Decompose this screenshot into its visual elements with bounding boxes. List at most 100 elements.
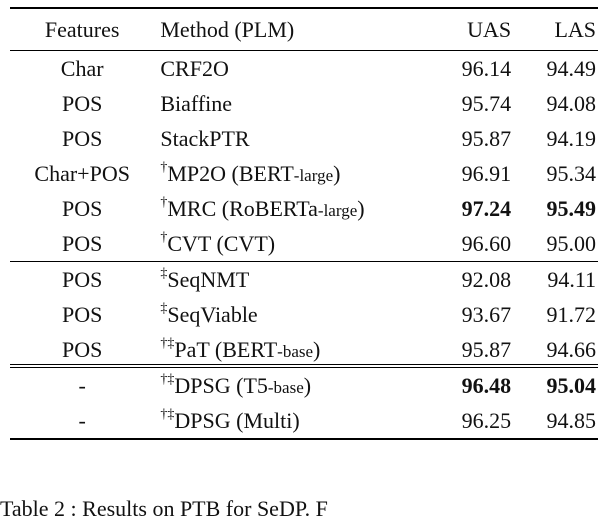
cell-las-value: 94.08 <box>546 90 597 116</box>
method-mark: ‡ <box>160 266 168 282</box>
cell-uas: 96.60 <box>426 226 512 262</box>
method-name: StackPTR <box>160 125 250 151</box>
method-suffix: ) <box>303 372 312 398</box>
cell-uas-value: 95.74 <box>461 90 512 116</box>
cell-las-value: 94.49 <box>546 55 597 81</box>
method-suffix: ) <box>313 336 321 362</box>
cell-las-value: 94.85 <box>546 407 597 433</box>
method-name: PaT (BERT <box>174 336 278 362</box>
method-mark: †‡ <box>160 407 175 423</box>
cell-features: POS <box>62 195 103 221</box>
cell-features: Char <box>10 50 155 86</box>
cell-method: ‡SeqNMT <box>154 261 427 297</box>
cell-uas-value: 92.08 <box>461 266 512 292</box>
table-row: Char CRF2O 96.14 94.49 <box>10 50 598 86</box>
cell-method: †‡DPSG (Multi) <box>154 403 427 440</box>
method-name: DPSG (Multi) <box>174 407 300 433</box>
cell-las: 94.49 <box>511 50 598 86</box>
cell-uas: 93.67 <box>426 297 512 332</box>
cell-uas-value: 93.67 <box>461 301 512 327</box>
cell-features: POS <box>62 125 103 151</box>
cell-las-value: 94.66 <box>546 336 597 362</box>
cell-las: 95.49 <box>511 191 598 226</box>
cell-las-value: 95.34 <box>546 160 597 186</box>
cell-las: 91.72 <box>511 297 598 332</box>
cell-uas-value: 96.14 <box>461 55 512 81</box>
method-mark: † <box>160 195 168 211</box>
method-mark: †‡ <box>160 336 175 352</box>
double-rule <box>10 363 598 365</box>
cell-features: POS <box>62 336 103 362</box>
method-mark: † <box>160 230 168 246</box>
cell-method: †‡PaT (BERT-base) <box>154 332 426 368</box>
cell-uas: 95.87 <box>426 121 512 156</box>
cell-uas: 96.91 <box>426 156 512 191</box>
method-name: SeqViable <box>167 301 258 327</box>
method-mark: ‡ <box>160 301 168 317</box>
method-name: MP2O (BERT <box>167 160 294 186</box>
cell-method: †MRC (RoBERTa-large) <box>154 191 426 226</box>
cell-las: 95.00 <box>511 226 598 262</box>
cell-uas: 96.48 <box>426 367 512 403</box>
cell-features: POS <box>10 261 155 297</box>
method-plm-size: -large <box>293 165 334 185</box>
cell-las: 94.85 <box>511 403 598 440</box>
cell-uas: 96.14 <box>426 50 512 86</box>
cell-features: - <box>10 367 155 403</box>
cell-method: CRF2O <box>154 50 427 86</box>
cell-uas-value: 95.87 <box>461 125 512 151</box>
cell-uas-value: 96.25 <box>461 407 512 433</box>
cell-uas-value: 96.91 <box>461 160 512 186</box>
cell-method: †‡DPSG (T5-base) <box>154 367 427 403</box>
table-row: POS †‡PaT (BERT-base) 95.87 94.66 <box>10 332 598 368</box>
cell-features: POS <box>62 90 103 116</box>
method-name: MRC (RoBERTa <box>167 195 318 221</box>
cell-features: POS <box>62 230 103 256</box>
method-plm-size: -base <box>267 377 304 397</box>
cell-uas: 96.25 <box>426 403 512 440</box>
cell-las-value: 95.04 <box>546 372 597 398</box>
cell-las: 95.04 <box>511 367 598 403</box>
cell-las-value: 95.00 <box>546 230 597 256</box>
cell-las: 94.19 <box>511 121 598 156</box>
cell-las-value: 95.49 <box>546 195 597 221</box>
cell-features: POS <box>62 301 103 327</box>
table-row: POS StackPTR 95.87 94.19 <box>10 121 598 156</box>
cell-uas-value: 96.48 <box>461 372 512 398</box>
table-row: POS ‡SeqViable 93.67 91.72 <box>10 297 598 332</box>
cell-las: 95.34 <box>511 156 598 191</box>
cell-las-value: 94.11 <box>547 266 596 292</box>
method-mark: †‡ <box>160 372 175 388</box>
cell-uas: 95.87 <box>426 332 512 368</box>
header-uas: UAS <box>426 7 512 51</box>
method-suffix: ) <box>357 195 365 221</box>
cell-uas-value: 96.60 <box>461 230 512 256</box>
cell-method: †CVT (CVT) <box>154 226 426 262</box>
header-features: Features <box>10 7 155 51</box>
cell-las-value: 91.72 <box>546 301 597 327</box>
header-method: Method (PLM) <box>154 7 427 51</box>
cell-las: 94.66 <box>511 332 598 368</box>
table-row: POS ‡SeqNMT 92.08 94.11 <box>10 261 598 297</box>
cell-uas: 95.74 <box>426 86 512 121</box>
method-name: CVT (CVT) <box>167 230 276 256</box>
cell-uas-value: 97.24 <box>461 195 512 221</box>
cell-method: ‡SeqViable <box>154 297 426 332</box>
cell-method: Biaffine <box>154 86 426 121</box>
method-name: Biaffine <box>160 90 233 116</box>
table-row: POS †CVT (CVT) 96.60 95.00 <box>10 226 598 262</box>
table-caption: Table 2 : Results on PTB for SeDP. F <box>0 496 328 521</box>
method-plm-size: -base <box>277 341 314 361</box>
method-name: SeqNMT <box>167 266 250 292</box>
cell-uas: 97.24 <box>426 191 512 226</box>
cell-uas: 92.08 <box>426 261 512 297</box>
table-row: POS †MRC (RoBERTa-large) 97.24 95.49 <box>10 191 598 226</box>
method-name: DPSG (T5 <box>174 372 268 398</box>
cell-features: - <box>10 403 155 440</box>
method-suffix: ) <box>333 160 341 186</box>
method-name: CRF2O <box>160 55 229 81</box>
header-las: LAS <box>511 7 598 51</box>
cell-method: †MP2O (BERT-large) <box>154 156 426 191</box>
cell-las: 94.08 <box>511 86 598 121</box>
method-mark: † <box>160 160 168 176</box>
